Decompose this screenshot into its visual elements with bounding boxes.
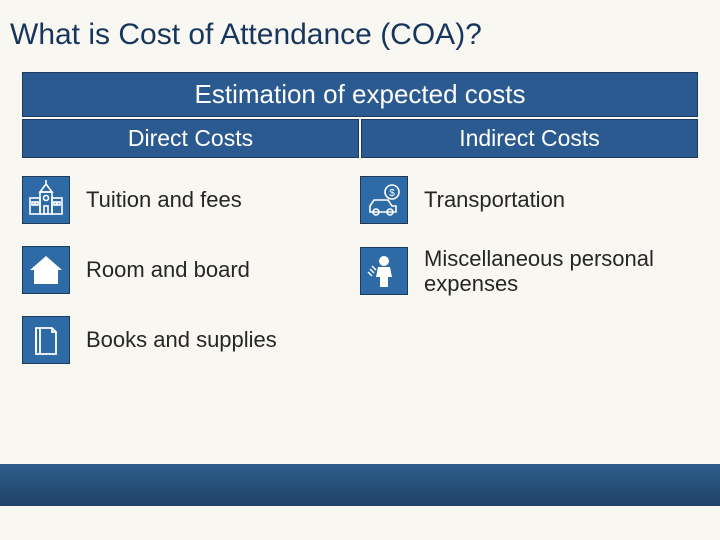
list-item: Miscellaneous personal expenses [360, 246, 698, 297]
footer-band [0, 464, 720, 506]
list-item: $ Transportation [360, 176, 698, 224]
list-item: Books and supplies [22, 316, 360, 364]
indirect-costs-header: Indirect Costs [361, 119, 698, 158]
list-item-label: Tuition and fees [86, 187, 242, 212]
direct-costs-header: Direct Costs [22, 119, 359, 158]
direct-costs-column: Tuition and fees Room and board [22, 176, 360, 364]
list-item: Room and board [22, 246, 360, 294]
banner-main: Estimation of expected costs [22, 72, 698, 117]
list-item: Tuition and fees [22, 176, 360, 224]
indirect-costs-column: $ Transportation [360, 176, 698, 364]
school-icon [22, 176, 70, 224]
content-columns: Tuition and fees Room and board [22, 176, 698, 364]
subheader-row: Direct Costs Indirect Costs [22, 119, 698, 158]
list-item-label: Books and supplies [86, 327, 277, 352]
house-icon [22, 246, 70, 294]
book-icon [22, 316, 70, 364]
list-item-label: Room and board [86, 257, 250, 282]
person-icon [360, 247, 408, 295]
page-title: What is Cost of Attendance (COA)? [0, 0, 720, 64]
car-icon: $ [360, 176, 408, 224]
svg-text:$: $ [389, 188, 395, 199]
list-item-label: Miscellaneous personal expenses [424, 246, 698, 297]
list-item-label: Transportation [424, 187, 565, 212]
